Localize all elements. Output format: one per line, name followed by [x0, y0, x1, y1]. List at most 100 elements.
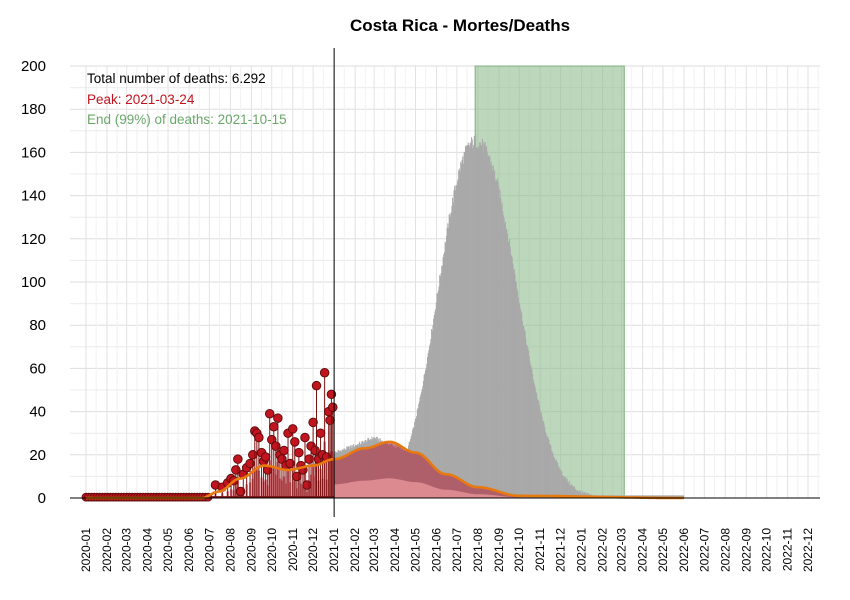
y-tick-label: 160 — [21, 144, 46, 161]
x-tick-label: 2020-02 — [100, 528, 114, 572]
wave-area-inner — [334, 478, 520, 498]
annotation-peak: Peak: 2021-03-24 — [87, 92, 195, 107]
forecast-bar — [471, 137, 473, 498]
forecast-bar — [544, 431, 546, 498]
forecast-bar — [497, 181, 499, 498]
x-tick-label: 2021-01 — [327, 528, 341, 572]
wave-area — [334, 441, 520, 498]
forecast-bar — [430, 339, 432, 498]
forecast-bar — [541, 416, 543, 498]
forecast-bar — [578, 491, 580, 498]
forecast-bar — [513, 268, 515, 498]
forecast-bar — [514, 274, 516, 498]
forecast-bar — [572, 486, 574, 498]
forecast-bar — [465, 146, 467, 498]
forecast-bar — [549, 444, 551, 498]
forecast-bar — [528, 350, 530, 498]
forecast-bar — [436, 293, 438, 498]
forecast-bar — [456, 185, 458, 498]
forecast-bar — [463, 151, 465, 498]
forecast-bar — [478, 145, 480, 498]
forecast-bar — [574, 486, 576, 498]
forecast-bar — [540, 413, 542, 498]
forecast-bar — [542, 420, 544, 498]
forecast-bar — [429, 343, 431, 498]
forecast-bar — [578, 490, 580, 498]
forecast-bar — [447, 223, 449, 499]
forecast-bar — [570, 485, 572, 498]
x-tick-label: 2022-06 — [677, 528, 691, 572]
y-tick-label: 0 — [38, 490, 46, 507]
forecast-bar — [471, 139, 473, 498]
forecast-bar — [469, 142, 471, 498]
forecast-bar — [523, 329, 525, 498]
forecast-bar — [420, 392, 422, 498]
forecast-bar — [527, 347, 529, 498]
forecast-bar — [441, 265, 443, 498]
forecast-bar — [535, 392, 537, 498]
forecast-bar — [418, 404, 420, 498]
forecast-bar — [582, 490, 584, 498]
forecast-bar — [501, 202, 503, 498]
forecast-bar — [420, 394, 422, 498]
observed-point — [288, 424, 298, 434]
x-tick-label: 2021-05 — [409, 528, 423, 572]
observed-point — [315, 428, 326, 438]
forecast-bar — [467, 142, 469, 498]
forecast-bar — [524, 331, 526, 498]
forecast-bar — [460, 162, 462, 499]
forecast-bar — [555, 459, 557, 498]
forecast-bar — [452, 202, 454, 499]
forecast-bar — [584, 492, 586, 498]
forecast-bar — [459, 171, 461, 498]
axes — [70, 48, 820, 517]
forecast-bar — [456, 181, 458, 498]
forecast-bar — [575, 489, 577, 498]
forecast-bar — [488, 155, 490, 498]
forecast-bar — [519, 308, 521, 498]
y-tick-label: 20 — [29, 447, 46, 464]
forecast-bar — [500, 197, 502, 498]
forecast-bar — [515, 280, 517, 498]
forecast-bar — [566, 478, 568, 498]
forecast-bar — [503, 217, 505, 498]
forecast-bar — [569, 484, 571, 498]
y-tick-label: 200 — [21, 58, 46, 75]
forecast-bar — [435, 308, 437, 498]
forecast-bar — [572, 485, 574, 498]
forecast-bar — [548, 439, 550, 498]
forecast-bar — [559, 468, 561, 498]
forecast-bar — [481, 145, 483, 498]
x-tick-label: 2020-12 — [306, 528, 320, 572]
forecast-bar — [454, 190, 456, 498]
x-tick-label: 2020-08 — [223, 528, 237, 572]
forecast-bar — [473, 145, 475, 499]
forecast-bar — [450, 212, 452, 498]
observed-point — [326, 389, 337, 400]
forecast-bar — [424, 373, 426, 498]
forecast-bar — [537, 400, 539, 498]
forecast-bar — [546, 436, 548, 498]
forecast-bar — [431, 330, 433, 498]
x-tick-labels: 2020-01 2020-02 2020-03 2020-04 2020-05 2020-… — [79, 528, 815, 572]
forecast-bar — [509, 246, 511, 498]
forecast-bar — [561, 471, 563, 498]
x-tick-label: 2021-09 — [492, 528, 506, 572]
x-tick-label: 2021-11 — [533, 528, 547, 571]
forecast-bar — [513, 270, 515, 498]
x-tick-label: 2022-11 — [781, 528, 795, 571]
forecast-bar — [453, 190, 455, 498]
forecast-bar — [538, 401, 540, 498]
forecast-bar — [439, 275, 441, 498]
x-tick-label: 2021-08 — [471, 528, 485, 572]
forecast-bar — [433, 314, 435, 498]
forecast-bar — [462, 156, 464, 498]
forecast-bar — [458, 170, 460, 498]
forecast-bar — [533, 382, 535, 498]
forecast-bar — [452, 197, 454, 498]
forecast-bar — [476, 147, 478, 498]
forecast-bar — [498, 186, 500, 499]
observed-point — [233, 454, 243, 464]
forecast-bar — [485, 146, 487, 499]
forecast-bar — [577, 491, 579, 498]
